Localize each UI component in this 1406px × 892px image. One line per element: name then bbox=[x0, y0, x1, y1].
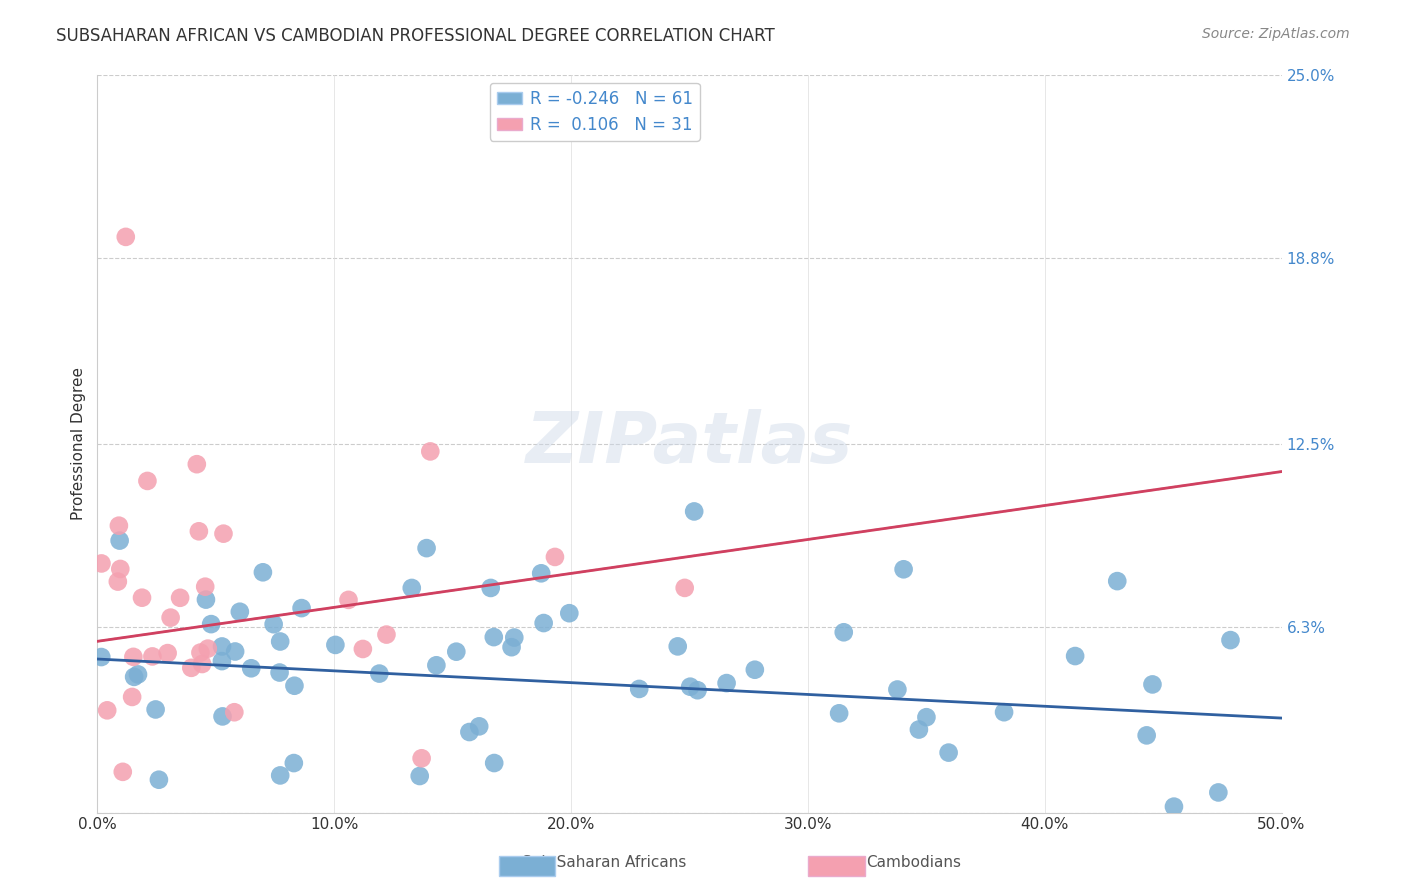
Point bbox=[263, 617, 285, 632]
Point bbox=[180, 661, 202, 675]
Point bbox=[411, 751, 433, 765]
Point bbox=[90, 557, 112, 571]
Point bbox=[938, 746, 960, 760]
Point bbox=[409, 769, 432, 783]
Text: Sub-Saharan Africans: Sub-Saharan Africans bbox=[523, 855, 686, 870]
Point bbox=[1163, 799, 1185, 814]
Point bbox=[832, 625, 855, 640]
Point bbox=[558, 606, 581, 620]
Point bbox=[468, 719, 491, 733]
Point bbox=[121, 690, 143, 704]
Point bbox=[993, 705, 1015, 719]
Point bbox=[375, 627, 398, 641]
Point bbox=[122, 670, 145, 684]
Point bbox=[269, 634, 291, 648]
Point bbox=[111, 764, 134, 779]
Point bbox=[269, 665, 291, 680]
Point bbox=[401, 581, 423, 595]
Text: SUBSAHARAN AFRICAN VS CAMBODIAN PROFESSIONAL DEGREE CORRELATION CHART: SUBSAHARAN AFRICAN VS CAMBODIAN PROFESSI… bbox=[56, 27, 775, 45]
Point bbox=[269, 768, 291, 782]
Point bbox=[141, 649, 163, 664]
Point bbox=[533, 615, 555, 630]
Point bbox=[501, 640, 523, 655]
Point bbox=[673, 581, 696, 595]
Point bbox=[114, 230, 136, 244]
Point bbox=[200, 617, 222, 632]
Point bbox=[148, 772, 170, 787]
Point bbox=[482, 630, 505, 644]
Legend: R = -0.246   N = 61, R =  0.106   N = 31: R = -0.246 N = 61, R = 0.106 N = 31 bbox=[489, 83, 700, 141]
Point bbox=[544, 549, 567, 564]
Point bbox=[96, 703, 118, 717]
Point bbox=[679, 680, 702, 694]
Point bbox=[337, 593, 360, 607]
Text: ZIPatlas: ZIPatlas bbox=[526, 409, 853, 478]
Point bbox=[1136, 728, 1159, 742]
Point bbox=[425, 658, 447, 673]
Point bbox=[744, 663, 766, 677]
Point bbox=[419, 444, 441, 458]
Point bbox=[136, 474, 159, 488]
Point bbox=[325, 638, 347, 652]
Point bbox=[224, 705, 246, 719]
Point bbox=[122, 649, 145, 664]
Point bbox=[415, 541, 437, 555]
Point bbox=[145, 702, 167, 716]
Point bbox=[110, 562, 132, 576]
Point bbox=[211, 640, 233, 654]
Point bbox=[1208, 785, 1230, 799]
Point bbox=[211, 654, 233, 668]
Point bbox=[482, 756, 505, 770]
Point bbox=[893, 562, 915, 576]
Point bbox=[159, 610, 181, 624]
Point bbox=[1107, 574, 1129, 588]
Point bbox=[127, 667, 149, 681]
Point bbox=[479, 581, 502, 595]
Point bbox=[107, 574, 129, 589]
Point bbox=[194, 592, 217, 607]
Point bbox=[352, 642, 374, 657]
Point bbox=[530, 566, 553, 581]
Point bbox=[108, 518, 131, 533]
Point bbox=[108, 533, 131, 548]
Point bbox=[194, 580, 217, 594]
Y-axis label: Professional Degree: Professional Degree bbox=[72, 367, 86, 520]
Point bbox=[240, 661, 263, 675]
Point bbox=[908, 723, 931, 737]
Point bbox=[666, 640, 689, 654]
Text: Source: ZipAtlas.com: Source: ZipAtlas.com bbox=[1202, 27, 1350, 41]
Point bbox=[211, 709, 233, 723]
Point bbox=[828, 706, 851, 721]
Point bbox=[252, 566, 274, 580]
Point bbox=[686, 683, 709, 698]
Point bbox=[156, 646, 179, 660]
Point bbox=[197, 641, 219, 656]
Point bbox=[446, 645, 468, 659]
Point bbox=[283, 679, 305, 693]
Point bbox=[1219, 633, 1241, 648]
Point bbox=[190, 646, 212, 660]
Point bbox=[1142, 677, 1164, 691]
Text: Cambodians: Cambodians bbox=[866, 855, 962, 870]
Point bbox=[368, 666, 391, 681]
Point bbox=[90, 650, 112, 665]
Point bbox=[191, 657, 214, 671]
Point bbox=[290, 601, 312, 615]
Point bbox=[224, 644, 246, 658]
Point bbox=[283, 756, 305, 770]
Point bbox=[187, 524, 209, 539]
Point bbox=[1064, 648, 1087, 663]
Point bbox=[628, 681, 651, 696]
Point bbox=[186, 457, 208, 471]
Point bbox=[683, 504, 706, 518]
Point bbox=[131, 591, 153, 605]
Point bbox=[886, 682, 908, 697]
Point bbox=[458, 725, 481, 739]
Point bbox=[716, 676, 738, 690]
Point bbox=[229, 605, 252, 619]
Point bbox=[503, 631, 526, 645]
Point bbox=[169, 591, 191, 605]
Point bbox=[915, 710, 938, 724]
Point bbox=[212, 526, 235, 541]
